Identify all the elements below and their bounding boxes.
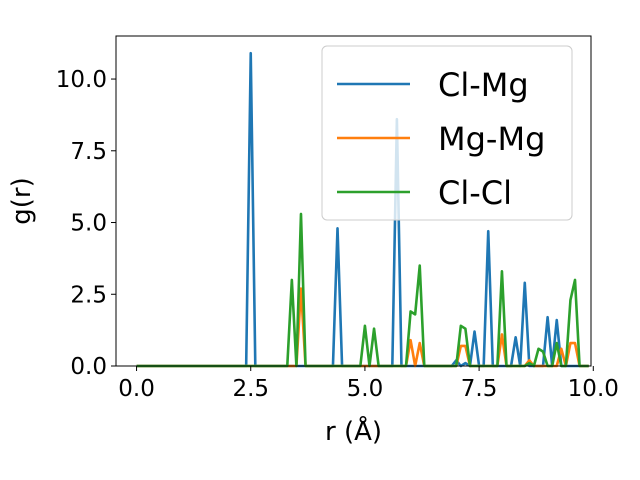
x-tick-label-1: 2.5	[232, 376, 269, 402]
y-tick-label-0: 0.0	[70, 354, 107, 380]
x-tick-label-3: 7.5	[461, 376, 498, 402]
y-tick-label-1: 2.5	[70, 282, 107, 308]
x-tick-label-2: 5.0	[347, 376, 384, 402]
legend-label-0: Cl-Mg	[438, 66, 529, 104]
y-tick-label-2: 5.0	[70, 211, 107, 237]
y-axis-label: g(r)	[7, 177, 37, 224]
x-axis: 0.0 2.5 5.0 7.5 10.0	[118, 366, 619, 402]
x-tick-label-4: 10.0	[568, 376, 619, 402]
legend-label-2: Cl-Cl	[438, 174, 512, 212]
legend-label-1: Mg-Mg	[438, 120, 545, 158]
legend-box	[321, 45, 573, 221]
legend: Cl-Mg Mg-Mg Cl-Cl	[321, 45, 573, 221]
y-axis: 0.0 2.5 5.0 7.5 10.0	[56, 67, 116, 380]
plot-frame	[115, 35, 592, 367]
y-tick-label-3: 7.5	[70, 139, 107, 165]
x-tick-label-0: 0.0	[118, 376, 155, 402]
y-tick-label-4: 10.0	[56, 67, 107, 93]
x-axis-label: r (Å)	[325, 415, 382, 447]
